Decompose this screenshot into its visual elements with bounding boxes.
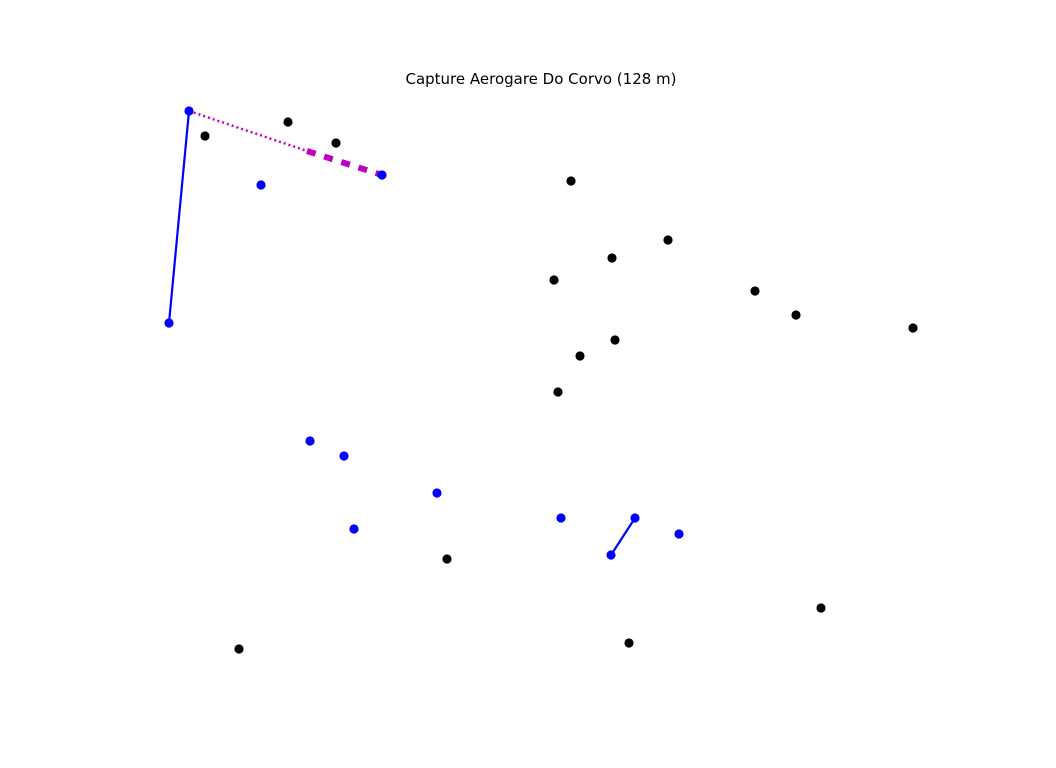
blue-point <box>256 180 265 189</box>
black-point <box>624 638 633 647</box>
black-point <box>750 286 759 295</box>
blue-point <box>630 513 639 522</box>
magenta-dotted-segment <box>189 111 307 151</box>
blue-point <box>377 170 386 179</box>
blue-segment <box>169 111 189 323</box>
black-point <box>908 323 917 332</box>
black-point <box>816 603 825 612</box>
blue-point <box>556 513 565 522</box>
black-point <box>607 253 616 262</box>
points-layer <box>164 106 917 653</box>
magenta-dashed-segment <box>307 151 382 175</box>
black-point <box>791 310 800 319</box>
blue-point <box>432 488 441 497</box>
black-point <box>200 131 209 140</box>
blue-segment <box>611 518 635 555</box>
black-point <box>575 351 584 360</box>
black-point <box>283 117 292 126</box>
black-point <box>553 387 562 396</box>
blue-point <box>606 550 615 559</box>
black-point <box>549 275 558 284</box>
black-point <box>610 335 619 344</box>
segments-layer <box>169 111 635 555</box>
blue-point <box>184 106 193 115</box>
blue-point <box>305 436 314 445</box>
blue-point <box>674 529 683 538</box>
blue-point <box>349 524 358 533</box>
chart-title: Capture Aerogare Do Corvo (128 m) <box>405 70 676 88</box>
black-point <box>663 235 672 244</box>
black-point <box>234 644 243 653</box>
black-point <box>442 554 451 563</box>
black-point <box>331 138 340 147</box>
blue-point <box>164 318 173 327</box>
black-point <box>566 176 575 185</box>
blue-point <box>339 451 348 460</box>
